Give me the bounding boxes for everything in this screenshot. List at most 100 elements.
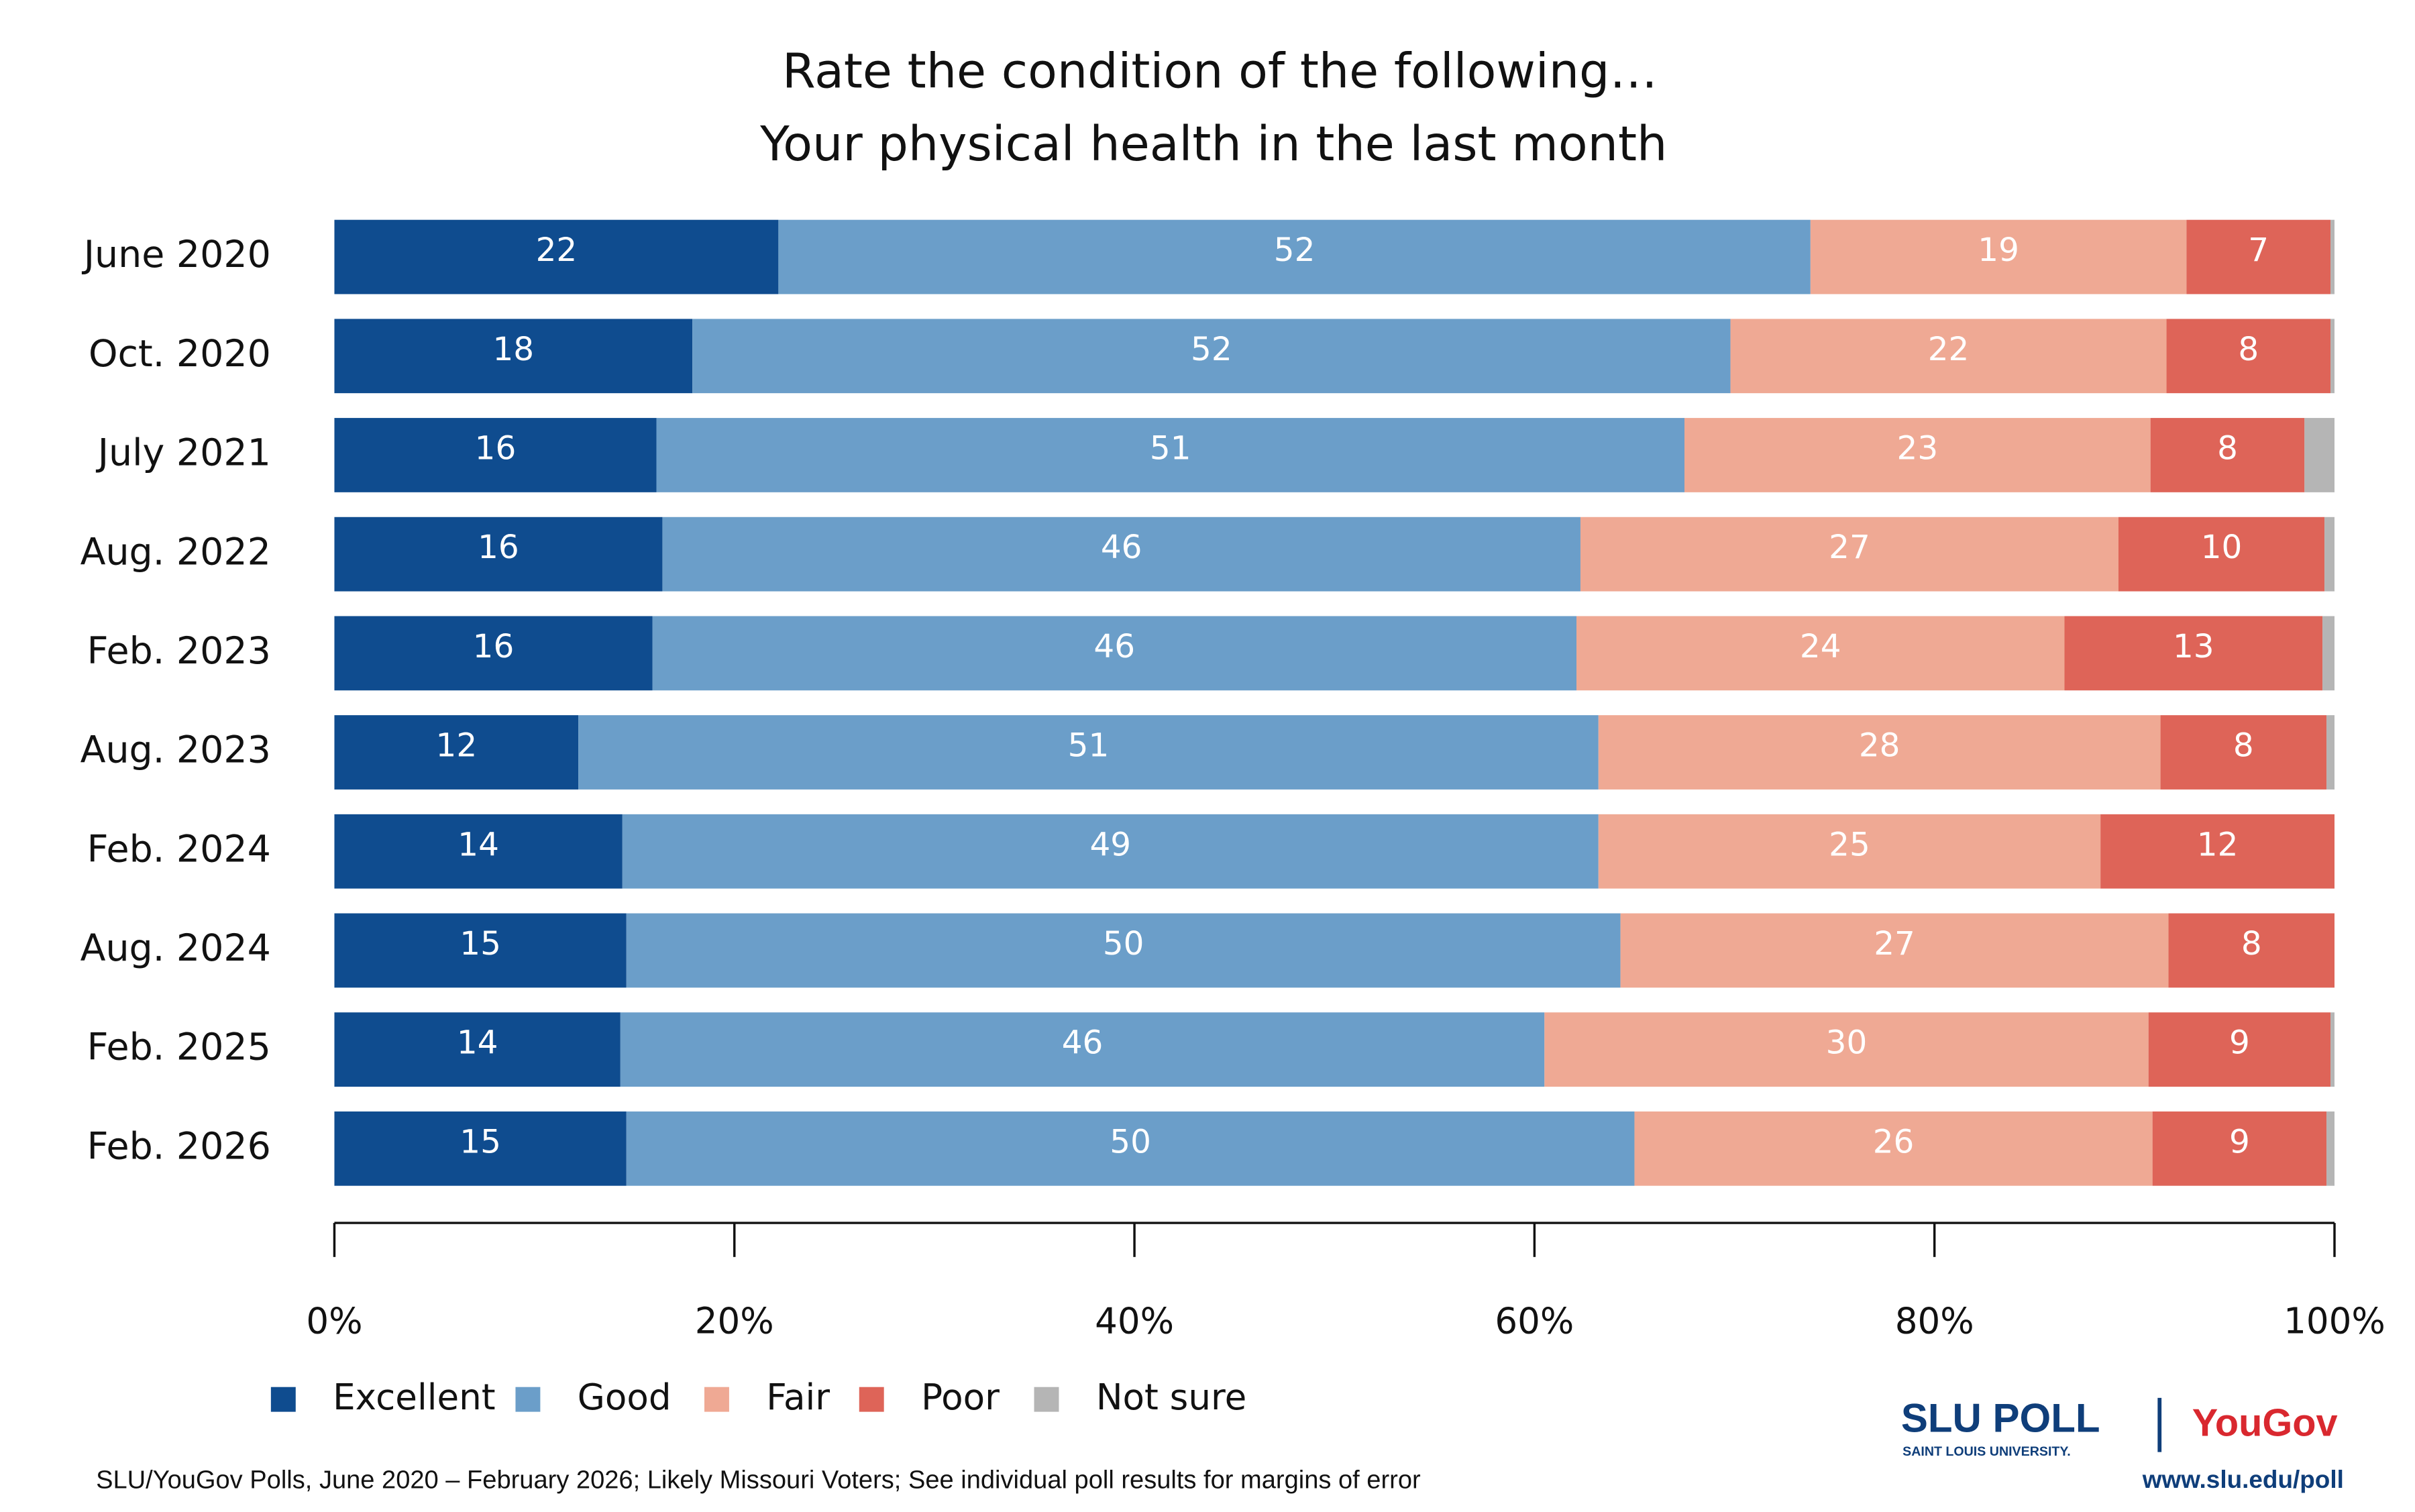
data-label: 12 bbox=[436, 727, 478, 765]
y-tick-label: July 2021 bbox=[96, 432, 271, 475]
bar-segment bbox=[334, 418, 657, 492]
legend-swatch bbox=[270, 1387, 296, 1412]
bar-segment bbox=[652, 616, 1576, 691]
data-label: 15 bbox=[460, 925, 501, 963]
data-label: 10 bbox=[2201, 529, 2243, 566]
data-label: 8 bbox=[2238, 331, 2259, 368]
bar-segment bbox=[1598, 715, 2161, 790]
logo-yougov: YouGov bbox=[2192, 1402, 2338, 1445]
bar-segment bbox=[2330, 1012, 2334, 1087]
bar-segment bbox=[334, 517, 663, 592]
data-label: 26 bbox=[1873, 1123, 1915, 1160]
legend-swatch bbox=[515, 1387, 541, 1412]
bar-segment bbox=[622, 814, 1599, 889]
bar-segment bbox=[626, 1111, 1635, 1186]
data-label: 27 bbox=[1874, 925, 1915, 963]
bar-segment bbox=[2326, 1111, 2334, 1186]
bar-segment bbox=[2168, 913, 2334, 988]
bar-segment bbox=[1810, 219, 2187, 294]
data-label: 18 bbox=[492, 331, 534, 368]
data-label: 9 bbox=[2229, 1024, 2250, 1062]
bar-segment bbox=[1544, 1012, 2149, 1087]
bar-segment bbox=[2100, 814, 2334, 889]
bar-segment bbox=[334, 219, 779, 294]
bar-segment bbox=[656, 418, 1684, 492]
y-tick-label: Oct. 2020 bbox=[89, 333, 271, 376]
bar-segment bbox=[2064, 616, 2323, 691]
data-label: 50 bbox=[1103, 925, 1144, 963]
legend-swatch bbox=[859, 1387, 884, 1412]
y-tick-label: Feb. 2025 bbox=[87, 1026, 271, 1069]
legend-label: Fair bbox=[766, 1376, 830, 1418]
bar-segment bbox=[626, 913, 1621, 988]
data-label: 8 bbox=[2233, 727, 2254, 765]
chart-title: Rate the condition of the following… bbox=[782, 43, 1658, 99]
y-tick-label: Aug. 2024 bbox=[80, 927, 271, 970]
data-label: 8 bbox=[2241, 925, 2262, 963]
y-tick-label: Aug. 2023 bbox=[80, 729, 271, 772]
y-tick-label: Aug. 2022 bbox=[80, 531, 271, 574]
bar-segment bbox=[2160, 715, 2327, 790]
bar-segment bbox=[2324, 517, 2334, 592]
data-label: 52 bbox=[1274, 231, 1316, 269]
y-tick-label: Feb. 2023 bbox=[87, 630, 271, 673]
legend-label: Not sure bbox=[1096, 1376, 1246, 1418]
data-label: 30 bbox=[1826, 1024, 1868, 1062]
bar-segment bbox=[334, 715, 579, 790]
bar-segment bbox=[620, 1012, 1545, 1087]
bar-segment bbox=[1620, 913, 2169, 988]
data-label: 9 bbox=[2229, 1123, 2250, 1160]
x-tick-label: 0% bbox=[306, 1301, 362, 1342]
y-tick-label: Feb. 2024 bbox=[87, 828, 271, 871]
data-label: 46 bbox=[1093, 628, 1135, 665]
bar-segment bbox=[2330, 219, 2334, 294]
x-tick-label: 80% bbox=[1895, 1301, 1974, 1342]
bar-segment bbox=[2330, 319, 2334, 394]
bar-segment bbox=[662, 517, 1580, 592]
data-label: 52 bbox=[1191, 331, 1232, 368]
data-label: 13 bbox=[2173, 628, 2214, 665]
bar-segment bbox=[1684, 418, 2151, 492]
y-tick-label: June 2020 bbox=[82, 233, 271, 276]
legend-swatch bbox=[1034, 1387, 1059, 1412]
x-tick-label: 100% bbox=[2284, 1301, 2385, 1342]
data-label: 51 bbox=[1150, 430, 1191, 468]
bar-segment bbox=[334, 1111, 627, 1186]
data-label: 14 bbox=[457, 1024, 498, 1062]
data-label: 22 bbox=[1928, 331, 1970, 368]
bar-segment bbox=[2166, 319, 2331, 394]
logo-slu: SLU POLL bbox=[1901, 1395, 2100, 1440]
x-tick-label: 60% bbox=[1495, 1301, 1574, 1342]
bar-segment bbox=[2118, 517, 2325, 592]
data-label: 16 bbox=[473, 628, 515, 665]
data-label: 24 bbox=[1800, 628, 1841, 665]
source-note: SLU/YouGov Polls, June 2020 – February 2… bbox=[96, 1466, 1421, 1495]
chart-title: Your physical health in the last month bbox=[759, 116, 1667, 172]
data-label: 14 bbox=[458, 826, 499, 863]
legend-label: Good bbox=[578, 1376, 672, 1418]
bar-segment bbox=[334, 1012, 621, 1087]
bar-segment bbox=[334, 616, 653, 691]
data-label: 46 bbox=[1062, 1024, 1104, 1062]
data-label: 12 bbox=[2197, 826, 2239, 863]
data-label: 16 bbox=[475, 430, 517, 468]
data-label: 49 bbox=[1089, 826, 1131, 863]
x-tick-label: 40% bbox=[1095, 1301, 1174, 1342]
bar-segment bbox=[2326, 715, 2334, 790]
logo-slu-sub: SAINT LOUIS UNIVERSITY. bbox=[1902, 1444, 2071, 1459]
bar-segment bbox=[1580, 517, 2118, 592]
data-label: 28 bbox=[1859, 727, 1900, 765]
y-tick-label: Feb. 2026 bbox=[87, 1125, 271, 1168]
bar-segment bbox=[1598, 814, 2101, 889]
bar-segment bbox=[2152, 1111, 2327, 1186]
data-label: 7 bbox=[2248, 231, 2269, 269]
x-tick-label: 20% bbox=[695, 1301, 774, 1342]
bar-segment bbox=[1634, 1111, 2153, 1186]
legend-swatch bbox=[704, 1387, 729, 1412]
data-label: 27 bbox=[1829, 529, 1870, 566]
data-label: 23 bbox=[1897, 430, 1939, 468]
bar-segment bbox=[334, 814, 623, 889]
bar-segment bbox=[692, 319, 1731, 394]
